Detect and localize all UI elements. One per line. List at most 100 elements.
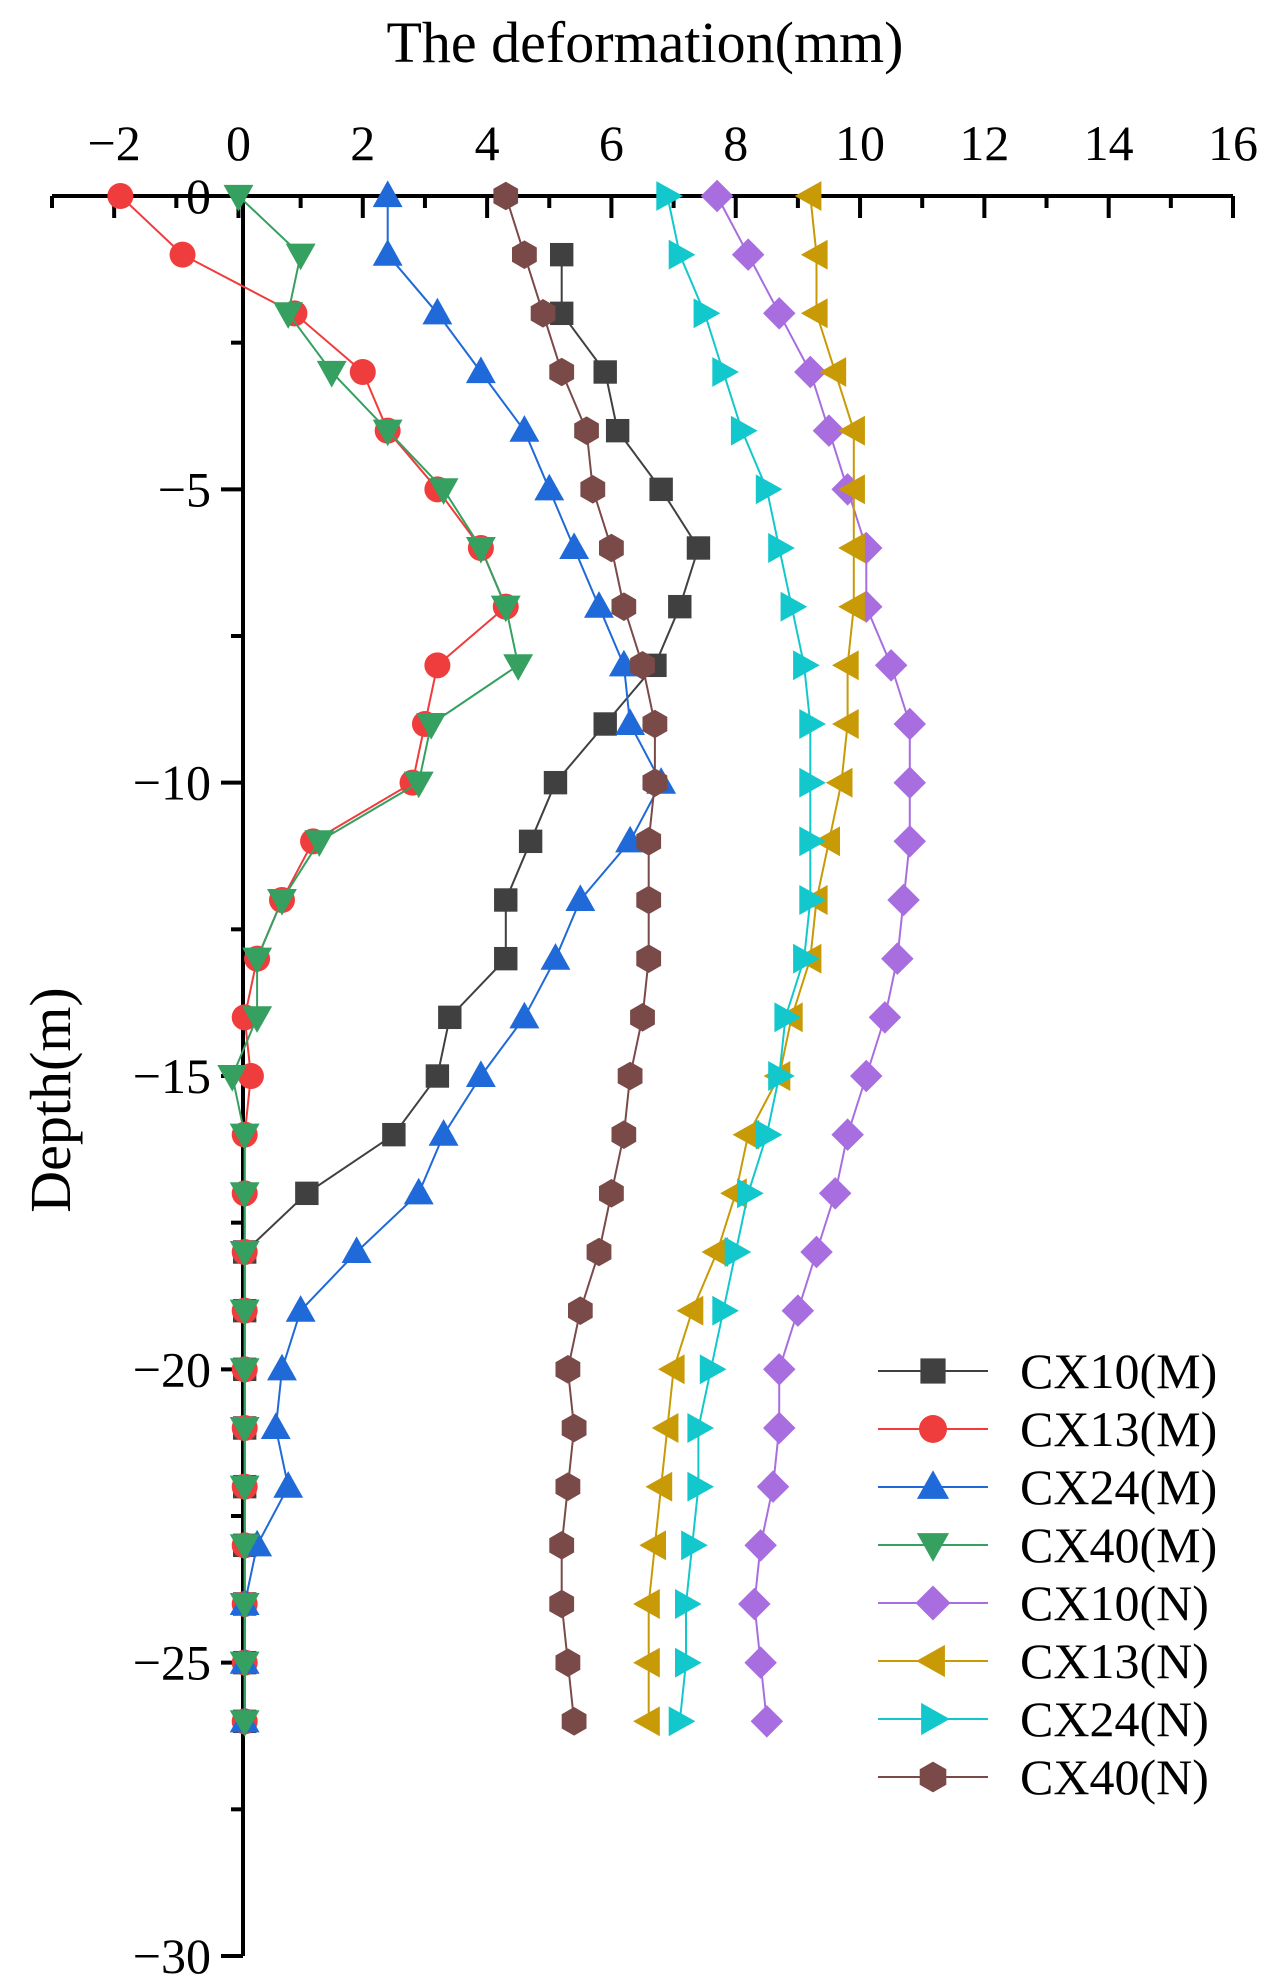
data-point [887,883,920,917]
data-point [372,419,403,447]
y-tick-label: 0 [186,168,211,224]
data-point [732,1119,760,1150]
data-point [295,1181,319,1206]
data-point [838,533,865,563]
data-point [465,537,496,564]
data-point [617,1061,643,1091]
legend-item: CX13(N) [878,1633,1209,1689]
data-point [639,1530,666,1561]
data-point [530,299,556,328]
data-point [574,416,599,445]
y-tick-label: −30 [133,1928,211,1984]
data-point [700,179,734,213]
data-point [568,1296,593,1325]
data-point [649,477,673,502]
data-point [509,415,540,442]
data-point [868,1001,902,1034]
data-point [701,1237,729,1267]
data-point [403,771,434,799]
series-CX10(N) [700,179,926,1738]
legend-marker [915,1585,951,1621]
y-tick-label: −20 [133,1341,211,1397]
data-point [223,184,254,212]
data-point [465,1060,496,1087]
data-point [273,302,304,329]
data-point [812,414,846,447]
data-point [586,1237,612,1267]
data-point [832,650,859,681]
y-axis-title: Depth(m) [18,987,83,1213]
data-point [599,533,624,563]
data-point [763,1411,796,1445]
data-point [229,1475,260,1503]
legend-label: CX24(M) [1020,1459,1217,1515]
data-point [565,884,596,911]
data-point [838,591,865,622]
data-point [493,181,519,211]
data-point [838,415,865,446]
legend-marker [916,1533,950,1562]
data-point [737,1178,764,1209]
data-point [438,1005,462,1030]
data-point [819,357,847,387]
series-CX24(M) [229,180,677,1733]
data-point [712,357,739,387]
data-point [681,1530,708,1561]
data-point [494,946,518,971]
data-point [615,708,645,735]
data-point [893,825,926,858]
data-point [630,651,655,680]
data-point [229,1651,260,1679]
x-tick-label: 2 [350,115,375,171]
series-CX40(N) [493,181,668,1736]
data-point [561,1707,587,1736]
data-point [642,768,668,797]
data-point [636,827,662,856]
data-point [382,1122,406,1147]
legend-label: CX24(N) [1020,1691,1209,1747]
x-axis-title: The deformation(mm) [387,10,904,75]
x-tick-label: 0 [226,115,251,171]
legend-marker [921,1702,950,1736]
data-point [874,649,908,682]
data-point [744,1646,777,1679]
data-point [611,1120,637,1149]
data-point [850,1059,883,1093]
data-point [580,475,606,504]
data-point [428,1119,459,1146]
legend: CX10(M)CX13(M)CX24(M)CX40(M)CX10(N)CX13(… [878,1343,1217,1805]
plot-area [107,179,926,1738]
x-tick-label: 16 [1208,115,1258,171]
data-point [543,770,568,795]
legend-label: CX10(N) [1020,1575,1209,1631]
data-point [372,180,403,208]
data-point [267,1353,297,1381]
data-point [260,1412,291,1439]
data-point [518,829,543,854]
data-point [555,1472,581,1501]
series-CX13(N) [633,181,865,1737]
data-point [229,1593,260,1620]
data-point [668,1706,696,1737]
data-point [768,533,795,563]
legend-label: CX10(M) [1020,1343,1217,1399]
legend-marker [919,1415,947,1443]
data-point [763,1353,796,1386]
data-point [403,1177,434,1205]
data-point [593,712,617,736]
legend-item: CX24(N) [878,1691,1209,1747]
data-point [242,947,273,975]
data-point [893,707,926,741]
axes: −2 0 2 4 6 8 10 12 14 160−5−10−15−20−25−30 [50,115,1258,1984]
legend-item: CX10(N) [878,1575,1209,1631]
y-tick-label: −5 [158,461,211,517]
data-point [712,1295,739,1326]
data-point [428,478,459,505]
data-point [675,1589,702,1619]
data-point [818,1177,852,1210]
data-point [763,297,796,330]
data-point [494,888,518,912]
data-point [593,360,617,384]
data-point [503,654,534,681]
x-tick-label: 8 [723,115,748,171]
